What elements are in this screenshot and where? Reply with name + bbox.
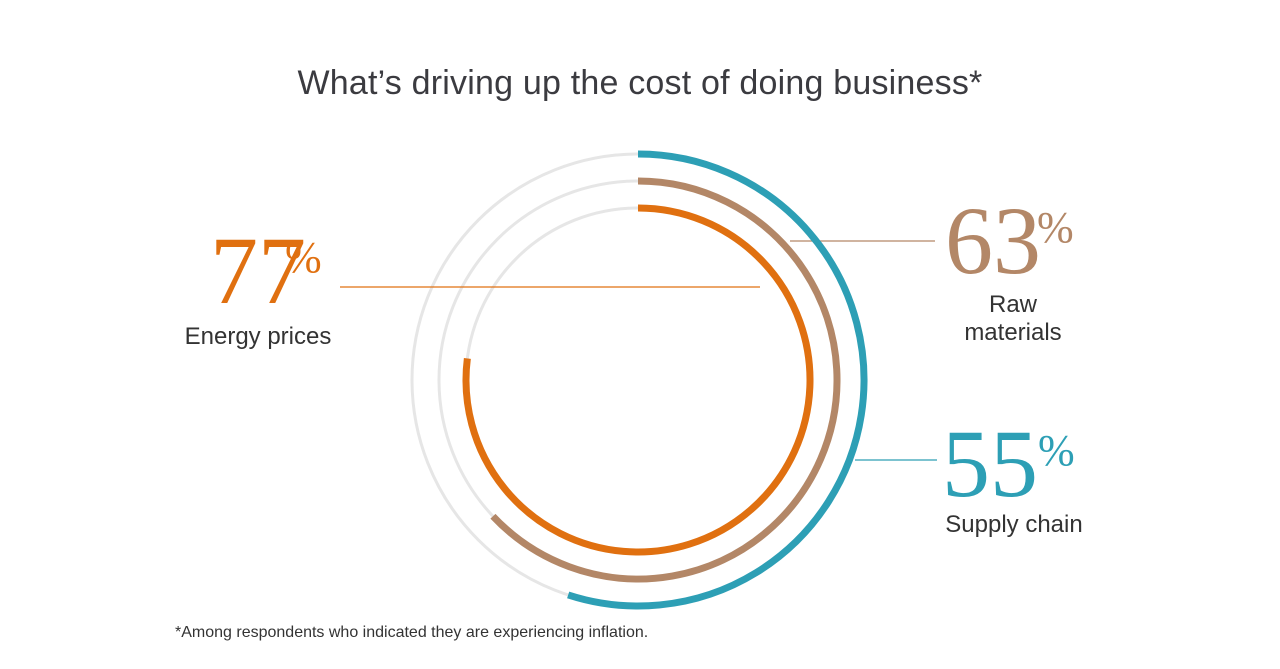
footnote: *Among respondents who indicated they ar… [175,624,649,641]
label-line: Energy prices [185,323,332,350]
percent-sign-energy-prices: % [285,233,322,282]
value-raw-materials: 63 [945,187,1041,294]
chart-title: What’s driving up the cost of doing busi… [297,64,983,102]
value-energy-prices: 77 [210,217,306,324]
label-line: materials [964,319,1061,346]
value-supply-chain: 55 [942,410,1038,517]
arc-energy-prices [462,204,814,556]
label-supply-chain: Supply chain [945,511,1082,538]
label-raw-materials: Raw materials [964,291,1061,346]
label-line: Raw [989,291,1038,318]
arc-raw-materials [490,177,841,583]
label-energy-prices: Energy prices [185,323,332,350]
arc-supply-chain [567,150,868,610]
percent-sign-raw-materials: % [1037,203,1074,252]
label-line: Supply chain [945,511,1082,538]
percent-sign-supply-chain: % [1038,426,1075,475]
